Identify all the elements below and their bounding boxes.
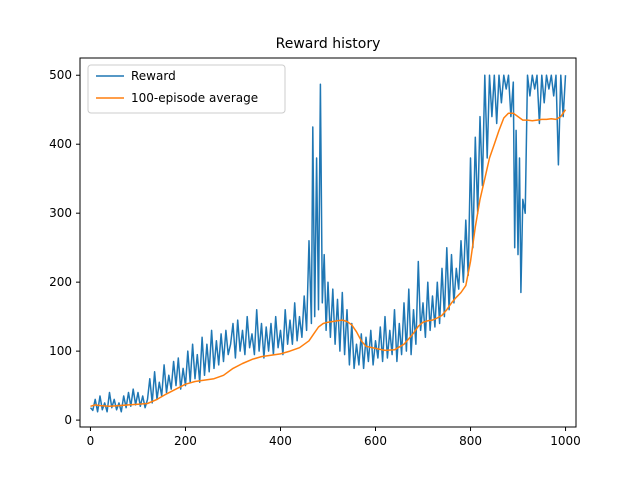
chart-title: Reward history bbox=[276, 36, 381, 52]
y-tick-label: 0 bbox=[64, 413, 72, 427]
legend-label-reward: Reward bbox=[131, 69, 176, 83]
y-tick-label: 200 bbox=[49, 275, 72, 289]
series-line-reward bbox=[89, 74, 567, 413]
x-tick-label: 400 bbox=[269, 434, 292, 448]
y-tick-label: 500 bbox=[49, 68, 72, 82]
y-axis: 0 100 200 300 400 500 bbox=[49, 68, 80, 427]
x-tick-label: 1000 bbox=[550, 434, 581, 448]
legend: Reward 100-episode average bbox=[87, 64, 286, 114]
series-line-average bbox=[90, 109, 567, 408]
x-tick-label: 200 bbox=[174, 434, 197, 448]
x-tick-label: 800 bbox=[459, 434, 482, 448]
y-tick-label: 100 bbox=[49, 344, 72, 358]
y-tick-label: 300 bbox=[49, 206, 72, 220]
x-axis: 0 200 400 600 800 1000 bbox=[87, 427, 581, 448]
x-tick-label: 0 bbox=[87, 434, 95, 448]
plot-area bbox=[89, 74, 567, 413]
axes-frame bbox=[79, 57, 577, 428]
x-tick-label: 600 bbox=[364, 434, 387, 448]
legend-box bbox=[87, 64, 286, 114]
legend-label-average: 100-episode average bbox=[131, 91, 258, 105]
y-tick-label: 400 bbox=[49, 137, 72, 151]
